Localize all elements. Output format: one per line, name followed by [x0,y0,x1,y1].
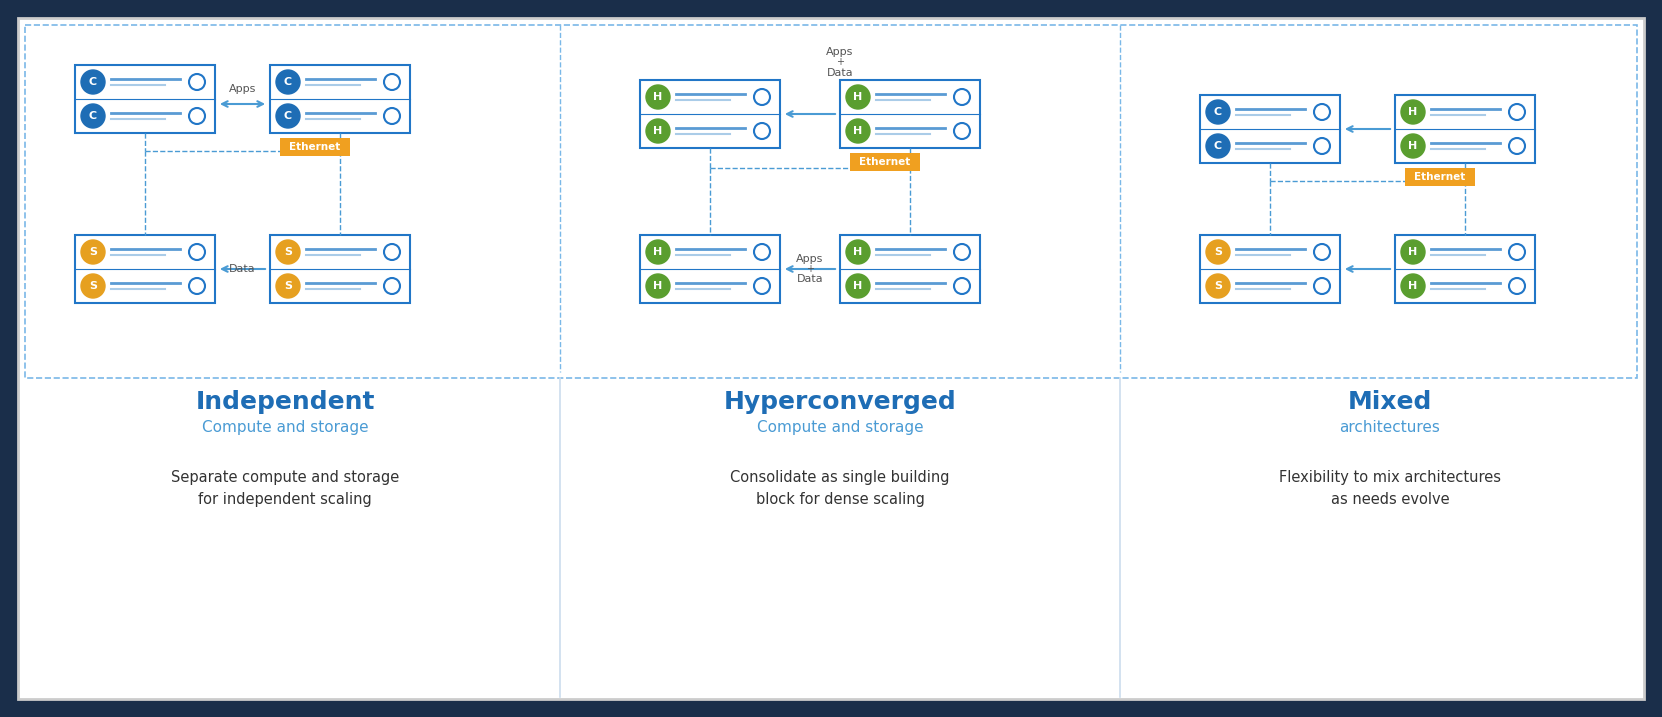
Circle shape [1401,100,1424,124]
Text: H: H [853,126,863,136]
Circle shape [647,274,670,298]
Circle shape [81,104,105,128]
Text: H: H [853,247,863,257]
FancyBboxPatch shape [269,235,411,303]
FancyBboxPatch shape [75,235,214,303]
Text: Separate compute and storage
for independent scaling: Separate compute and storage for indepen… [171,470,399,507]
FancyBboxPatch shape [1200,95,1340,163]
FancyBboxPatch shape [279,138,351,156]
Circle shape [276,240,301,264]
Circle shape [81,240,105,264]
Text: C: C [1213,141,1222,151]
Text: Data: Data [826,68,853,78]
Text: Compute and storage: Compute and storage [756,420,924,435]
Circle shape [1207,274,1230,298]
Text: H: H [1408,107,1418,117]
Circle shape [81,70,105,94]
Text: C: C [1213,107,1222,117]
Text: H: H [853,92,863,102]
Text: H: H [853,281,863,291]
Text: Data: Data [796,274,823,284]
Text: S: S [1213,281,1222,291]
FancyBboxPatch shape [269,65,411,133]
FancyBboxPatch shape [839,80,981,148]
Text: C: C [284,77,293,87]
Circle shape [846,240,869,264]
Text: H: H [1408,141,1418,151]
Text: C: C [90,111,96,121]
Text: S: S [90,247,96,257]
FancyBboxPatch shape [1394,235,1536,303]
Text: C: C [284,111,293,121]
Text: +: + [806,264,814,274]
Circle shape [276,104,301,128]
Text: S: S [284,281,293,291]
Text: Consolidate as single building
block for dense scaling: Consolidate as single building block for… [730,470,949,507]
Text: C: C [90,77,96,87]
Text: S: S [1213,247,1222,257]
Text: Ethernet: Ethernet [289,142,341,152]
Text: Apps: Apps [796,254,824,264]
Circle shape [647,85,670,109]
FancyBboxPatch shape [1404,168,1474,186]
Text: S: S [90,281,96,291]
Text: +: + [836,57,844,67]
FancyBboxPatch shape [18,18,1644,699]
Circle shape [276,274,301,298]
Text: H: H [653,247,663,257]
FancyBboxPatch shape [849,153,921,171]
FancyBboxPatch shape [640,235,779,303]
Text: S: S [284,247,293,257]
Circle shape [846,85,869,109]
Bar [25,25,1637,378]
Text: Independent: Independent [194,390,374,414]
Text: Flexibility to mix architectures
as needs evolve: Flexibility to mix architectures as need… [1280,470,1501,507]
Circle shape [647,119,670,143]
Text: H: H [1408,247,1418,257]
FancyBboxPatch shape [1200,235,1340,303]
Circle shape [647,240,670,264]
Text: Ethernet: Ethernet [1414,172,1466,182]
Circle shape [1207,240,1230,264]
Text: Hyperconverged: Hyperconverged [723,390,956,414]
Text: Ethernet: Ethernet [859,157,911,167]
FancyBboxPatch shape [1394,95,1536,163]
Text: Mixed: Mixed [1348,390,1433,414]
Text: H: H [653,92,663,102]
Circle shape [81,274,105,298]
FancyBboxPatch shape [839,235,981,303]
Circle shape [1401,274,1424,298]
Text: architectures: architectures [1340,420,1441,435]
Circle shape [1207,134,1230,158]
Circle shape [1401,134,1424,158]
Circle shape [846,274,869,298]
Text: Data: Data [229,264,256,274]
Text: H: H [653,281,663,291]
Circle shape [1207,100,1230,124]
Text: Apps: Apps [229,84,256,94]
Text: H: H [653,126,663,136]
Circle shape [1401,240,1424,264]
FancyBboxPatch shape [640,80,779,148]
Text: H: H [1408,281,1418,291]
Circle shape [846,119,869,143]
Text: Compute and storage: Compute and storage [201,420,369,435]
Circle shape [276,70,301,94]
FancyBboxPatch shape [75,65,214,133]
Text: Apps: Apps [826,47,854,57]
